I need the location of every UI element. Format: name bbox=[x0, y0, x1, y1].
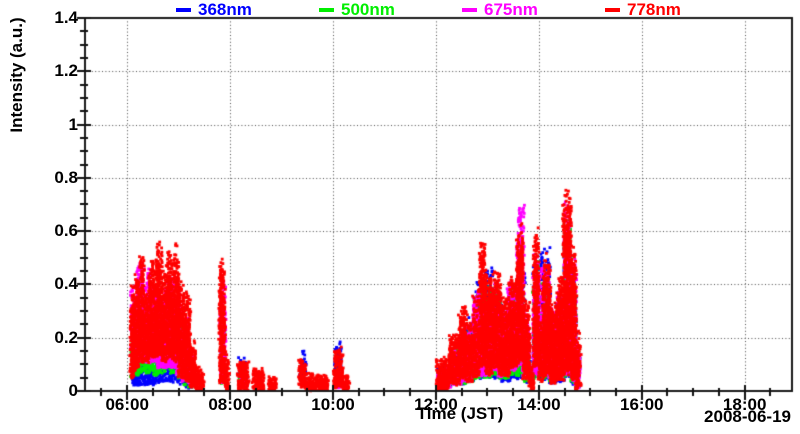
legend-item-778nm: 778nm bbox=[605, 1, 681, 19]
legend-dash-675nm-icon bbox=[462, 8, 477, 12]
legend-item-500nm: 500nm bbox=[319, 1, 395, 19]
y-tick-label: 0.6 bbox=[54, 221, 78, 241]
legend-label-368nm: 368nm bbox=[198, 0, 252, 19]
y-tick-label: 1 bbox=[68, 114, 78, 134]
y-tick-label: 0 bbox=[68, 381, 78, 400]
legend: 368nm 500nm 675nm 778nm bbox=[0, 0, 800, 20]
legend-item-368nm: 368nm bbox=[176, 1, 252, 19]
x-tick-label: 08:00 bbox=[208, 395, 252, 414]
legend-dash-500nm-icon bbox=[319, 8, 334, 12]
y-tick-label: 1.4 bbox=[54, 8, 78, 27]
x-tick-label: 10:00 bbox=[311, 395, 355, 414]
x-axis-title: Time (JST) bbox=[416, 404, 504, 423]
x-tick-label: 06:00 bbox=[105, 395, 149, 414]
date-annotation: 2008-06-19 bbox=[704, 407, 791, 426]
x-tick-label: 14:00 bbox=[517, 395, 561, 414]
y-tick-label: 0.8 bbox=[54, 167, 78, 187]
y-tick-label: 0.4 bbox=[54, 274, 78, 294]
x-tick-labels: 06:00 08:00 10:00 12:00 14:00 16:00 18:00 bbox=[0, 395, 800, 415]
y-tick-label: 1.2 bbox=[54, 61, 78, 81]
x-tick-label: 16:00 bbox=[619, 395, 664, 414]
legend-label-500nm: 500nm bbox=[341, 0, 395, 19]
legend-label-778nm: 778nm bbox=[627, 0, 681, 19]
legend-dash-368nm-icon bbox=[176, 8, 191, 12]
y-tick-label: 0.2 bbox=[54, 327, 78, 347]
legend-dash-778nm-icon bbox=[605, 8, 620, 12]
x-tick-label: 18:00 bbox=[722, 395, 767, 414]
legend-label-675nm: 675nm bbox=[484, 0, 538, 19]
y-tick-labels: 0 0.2 0.4 0.6 0.8 1 1.2 1.4 bbox=[0, 0, 78, 434]
x-tick-label: 12:00 bbox=[414, 395, 458, 414]
legend-item-675nm: 675nm bbox=[462, 1, 538, 19]
